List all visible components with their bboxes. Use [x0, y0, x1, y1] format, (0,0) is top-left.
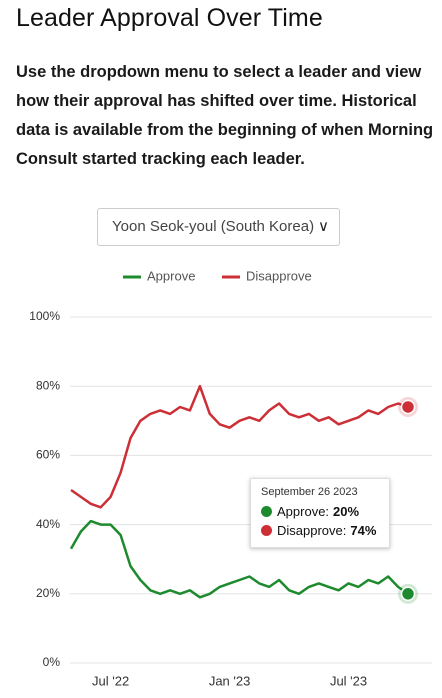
- tooltip-value: 20%: [333, 504, 360, 519]
- end-marker: [400, 399, 416, 415]
- y-tick-label: 40%: [36, 517, 60, 531]
- tooltip-row: Disapprove: 74%: [261, 521, 379, 540]
- series-line: [69, 519, 409, 599]
- tooltip-row: Approve: 20%: [261, 502, 379, 521]
- y-tick-label: 60%: [36, 448, 60, 462]
- legend-label: Disapprove: [246, 268, 312, 283]
- x-tick-label: Jul '23: [330, 673, 367, 688]
- x-tick-label: Jan '23: [209, 673, 251, 688]
- leader-dropdown[interactable]: Yoon Seok-youl (South Korea) ∨: [97, 208, 340, 246]
- legend-label: Approve: [147, 268, 195, 283]
- tooltip-value: 74%: [350, 523, 377, 538]
- dropdown-value: Yoon Seok-youl (South Korea): [112, 218, 315, 235]
- series-line: [70, 384, 409, 509]
- tooltip-label: Disapprove:: [277, 523, 347, 538]
- y-tick-label: 0%: [43, 655, 61, 669]
- y-tick-label: 80%: [36, 378, 60, 392]
- y-tick-label: 20%: [36, 586, 60, 600]
- tooltip-label: Approve:: [277, 504, 330, 519]
- page-title: Leader Approval Over Time: [16, 4, 323, 32]
- tooltip-dot: [261, 506, 272, 517]
- tooltip: September 26 2023 Approve: 20% Disapprove…: [250, 478, 390, 548]
- tooltip-dot: [261, 525, 272, 536]
- y-tick-label: 100%: [29, 309, 60, 323]
- x-tick-label: Jul '22: [92, 673, 129, 688]
- description: Use the dropdown menu to select a leader…: [16, 63, 434, 168]
- end-marker: [400, 586, 416, 602]
- dropdown-arrow: ∨: [318, 209, 329, 245]
- tooltip-date: September 26 2023: [261, 486, 358, 498]
